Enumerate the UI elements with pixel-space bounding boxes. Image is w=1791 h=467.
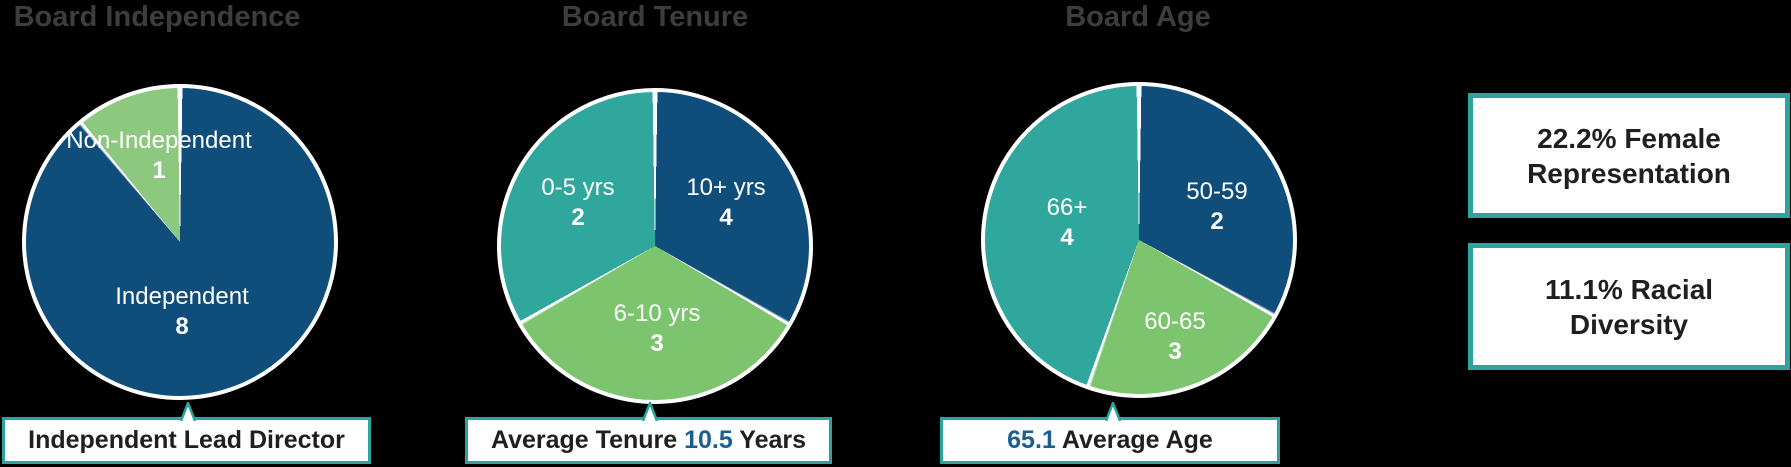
pie-slice-label-6-10-yrs: 6-10 yrs 3 (614, 299, 701, 359)
slice-category: 60-65 (1144, 308, 1206, 335)
chart-title-board-age: Board Age (1065, 1, 1211, 33)
callout-text: Years (732, 426, 807, 454)
slice-category: 10+ yrs (686, 174, 766, 201)
pie-slice-label-0-5-yrs: 0-5 yrs 2 (541, 173, 614, 233)
callout-pointer-icon (1104, 402, 1122, 421)
slice-category: Non-Independent (66, 127, 252, 154)
pie-slice-label-60-65: 60-65 3 (1144, 307, 1205, 367)
slice-value: 2 (571, 204, 585, 231)
slice-category: 50-59 (1186, 178, 1248, 205)
board-tenure-callout: Average Tenure 10.5 Years (465, 417, 832, 464)
female-representation-line2: Representation (1527, 157, 1731, 189)
chart-title-board-tenure: Board Tenure (561, 1, 749, 33)
board-age-callout: 65.1 Average Age (940, 417, 1280, 464)
callout-text: Average Age (1055, 426, 1213, 454)
slice-value: 1 (152, 157, 166, 184)
slice-value: 8 (175, 313, 189, 340)
pie-slice-label-non-independent: Non-Independent 1 (66, 126, 251, 186)
slice-value: 4 (719, 204, 733, 231)
racial-diversity-line1: 11.1% Racial (1544, 273, 1714, 305)
callout-pointer-icon (179, 402, 197, 421)
slice-category: 6-10 yrs (613, 300, 701, 327)
pie-slice-label-50-59: 50-59 2 (1186, 177, 1247, 237)
slice-category: 66+ (1046, 194, 1088, 221)
callout-text: Average Tenure (490, 426, 685, 454)
board-age-pie (981, 82, 1297, 398)
callout-text: Independent Lead Director (28, 426, 345, 454)
board-independence-pie (22, 84, 338, 400)
racial-diversity-stat-box: 11.1% Racial Diversity (1468, 243, 1790, 370)
female-representation-stat-box: 22.2% Female Representation (1468, 93, 1790, 218)
racial-diversity-line2: Diversity (1569, 308, 1689, 340)
female-representation-line1: 22.2% Female (1537, 122, 1721, 154)
board-tenure-pie (497, 88, 813, 404)
pie-slice-label-66-: 66+ 4 (1047, 193, 1088, 253)
slice-value: 3 (1168, 338, 1182, 365)
slice-value: 4 (1060, 224, 1074, 251)
slice-value: 3 (650, 330, 664, 357)
callout-pointer-icon (641, 402, 659, 421)
slice-category: 0-5 yrs (541, 174, 615, 201)
chart-title-board-independence: Board Independence (13, 1, 301, 33)
pie-slice-label-independent: Independent 8 (115, 282, 248, 342)
callout-highlight-value: 10.5 (684, 426, 733, 454)
callout-highlight-value: 65.1 (1007, 426, 1056, 454)
pie-slice-label-10-yrs: 10+ yrs 4 (686, 173, 765, 233)
board-independence-callout: Independent Lead Director (2, 417, 371, 464)
slice-category: Independent (115, 283, 249, 310)
slice-value: 2 (1210, 208, 1224, 235)
